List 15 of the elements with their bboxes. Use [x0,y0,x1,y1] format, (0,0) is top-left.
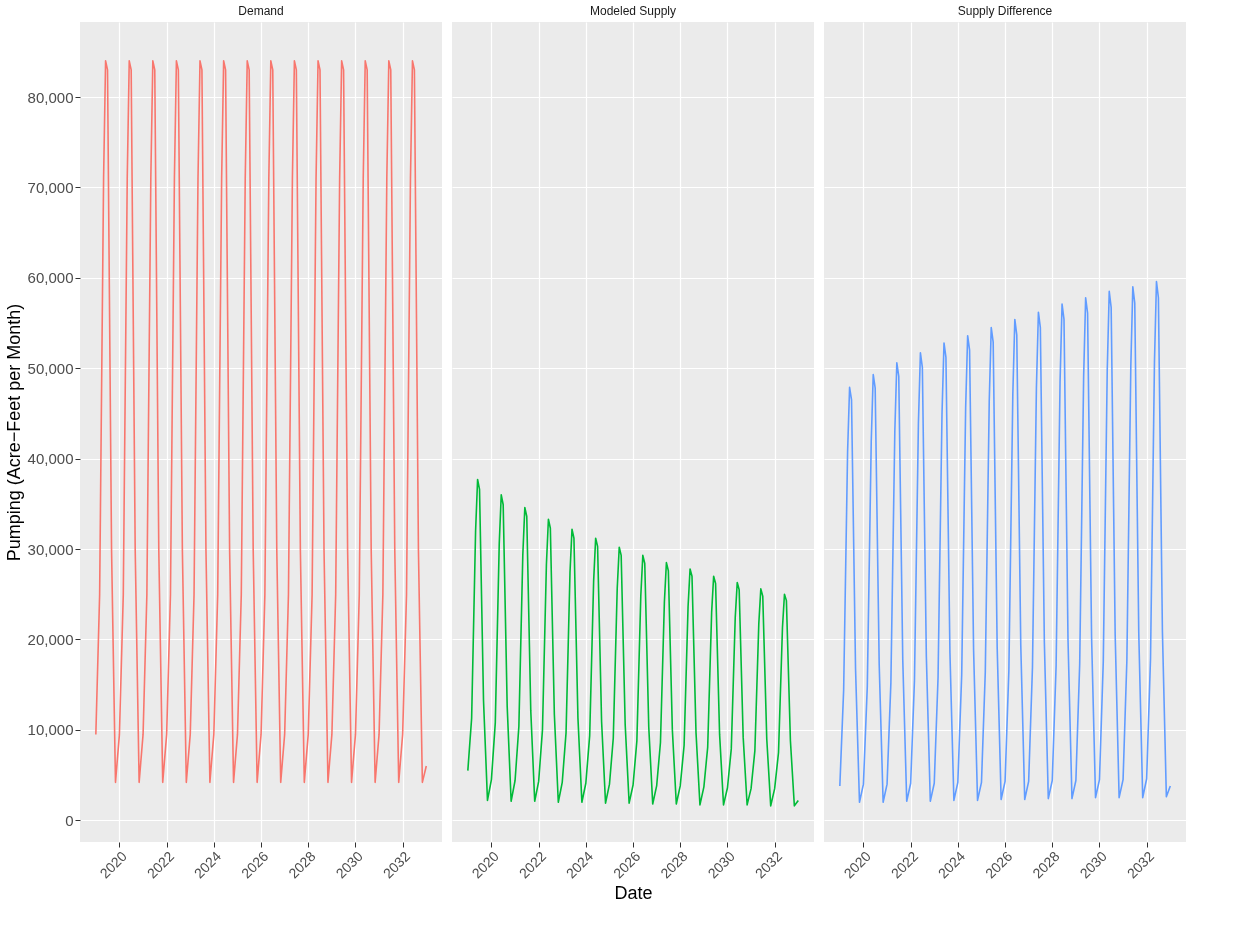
y-axis-title: Pumping (Acre−Feet per Month) [3,303,24,562]
y-tick-label: 0 [65,811,74,829]
y-tick-label: 60,000 [27,269,74,287]
y-tick-label: 50,000 [27,359,74,377]
chart-title: Modeled Supply [589,4,677,18]
chart-title: Supply Difference [957,4,1053,18]
line-series [95,60,428,784]
y-tick-label: 30,000 [27,540,74,558]
y-tick-label: 10,000 [27,721,74,739]
y-tick-label: 80,000 [27,88,74,106]
x-axis-title: Date [614,883,653,904]
chart-title: Demand [238,4,284,18]
y-tick-label: 20,000 [27,630,74,648]
y-tick-label: 70,000 [27,178,74,196]
y-tick-label: 40,000 [27,450,74,468]
